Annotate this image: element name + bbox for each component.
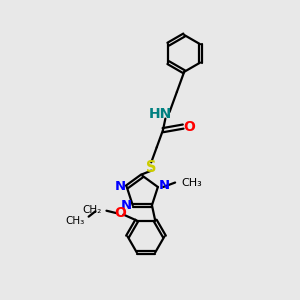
Text: O: O [115, 206, 126, 220]
Text: S: S [146, 160, 157, 175]
Text: CH₂: CH₂ [82, 205, 101, 215]
Text: CH₃: CH₃ [181, 178, 202, 188]
Text: O: O [183, 120, 195, 134]
Text: N: N [115, 180, 126, 193]
Text: N: N [159, 179, 170, 192]
Text: HN: HN [148, 107, 172, 122]
Text: CH₃: CH₃ [65, 216, 84, 226]
Text: N: N [121, 200, 132, 212]
